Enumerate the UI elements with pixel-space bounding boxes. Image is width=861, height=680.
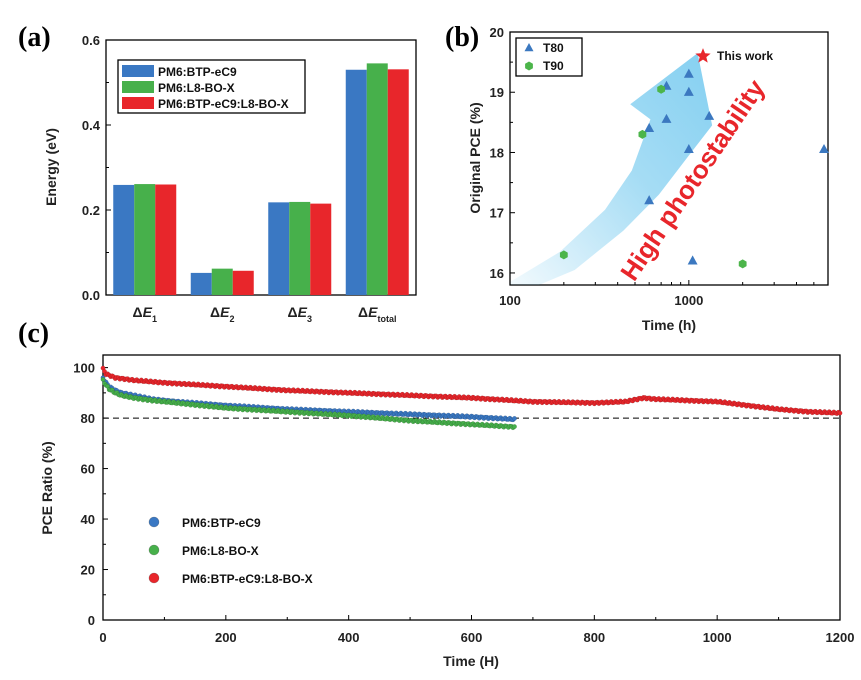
chart-b-x-tick-label: 100 bbox=[499, 293, 521, 308]
chart-c-x-tick-label: 400 bbox=[338, 630, 360, 645]
chart-c-point bbox=[512, 424, 517, 429]
this-work-label: This work bbox=[717, 49, 773, 63]
chart-a-legend-label: PM6:BTP-eC9 bbox=[158, 65, 237, 79]
chart-a-legend-label: PM6:L8-BO-X bbox=[158, 81, 235, 95]
chart-c-series bbox=[100, 377, 517, 431]
chart-b-point-t90 bbox=[638, 129, 647, 139]
chart-c-legend-label: PM6:BTP-eC9 bbox=[182, 516, 261, 530]
chart-b-legend-label: T90 bbox=[543, 59, 564, 73]
chart-a-bar bbox=[155, 184, 177, 295]
chart-c-legend: PM6:BTP-eC9 PM6:L8-BO-X PM6:BTP-eC9:L8-BO-… bbox=[148, 516, 313, 586]
chart-c-legend-marker bbox=[148, 544, 160, 556]
chart-c-x-tick-label: 1200 bbox=[826, 630, 855, 645]
chart-b-point-t80 bbox=[661, 113, 672, 123]
chart-b-point-t90 bbox=[738, 259, 747, 269]
chart-a-y-tick-label: 0.6 bbox=[82, 33, 100, 48]
chart-a-x-tick-label: ΔE1 bbox=[133, 304, 157, 324]
photostability-arrow-shape bbox=[510, 53, 713, 286]
chart-c-y-tick-label: 40 bbox=[81, 512, 95, 527]
chart-a-bar bbox=[134, 184, 156, 295]
chart-c-series bbox=[100, 365, 843, 417]
chart-a-bar bbox=[211, 268, 233, 295]
chart-c-x-tick-label: 1000 bbox=[703, 630, 732, 645]
chart-b-point-t80 bbox=[644, 122, 655, 132]
chart-c-y-axis-label: PCE Ratio (%) bbox=[39, 441, 55, 534]
chart-a-bar bbox=[190, 272, 212, 295]
chart-b-x-tick-label: 1000 bbox=[674, 293, 703, 308]
chart-c-y-tick-label: 100 bbox=[73, 361, 95, 376]
chart-a-legend: PM6:BTP-eC9 PM6:L8-BO-X PM6:BTP-eC9:L8-BO-… bbox=[117, 59, 306, 114]
chart-c-legend-label: PM6:BTP-eC9:L8-BO-X bbox=[182, 572, 313, 586]
chart-c-y-tick-label: 60 bbox=[81, 462, 95, 477]
chart-a-y-tick-label: 0.2 bbox=[82, 203, 100, 218]
chart-c-point bbox=[837, 410, 843, 416]
chart-c-legend-marker bbox=[148, 572, 160, 584]
chart-a-legend-swatch bbox=[122, 97, 154, 109]
chart-b-y-axis-label: Original PCE (%) bbox=[467, 102, 483, 213]
chart-c-x-tick-label: 600 bbox=[461, 630, 483, 645]
chart-c-y-tick-label: 0 bbox=[88, 613, 95, 628]
this-work-star bbox=[695, 48, 711, 63]
chart-b-y-tick-label: 20 bbox=[490, 25, 504, 40]
chart-b-point-t80 bbox=[683, 68, 694, 78]
chart-b-legend-label: T80 bbox=[543, 41, 564, 55]
chart-b-x-axis-label: Time (h) bbox=[642, 317, 696, 333]
chart-b-point-t80 bbox=[819, 143, 829, 154]
chart-c-y-tick-label: 80 bbox=[81, 411, 95, 426]
chart-a-y-axis-label: Energy (eV) bbox=[43, 128, 59, 206]
chart-a-x-tick-label: ΔE3 bbox=[288, 304, 312, 324]
chart-b-point-t90 bbox=[559, 250, 568, 260]
chart-c-x-tick-label: 0 bbox=[99, 630, 106, 645]
chart-c-x-tick-label: 200 bbox=[215, 630, 237, 645]
chart-a-y-tick-label: 0.4 bbox=[82, 118, 101, 133]
chart-a-x-tick-label: ΔEtotal bbox=[358, 304, 396, 324]
chart-b-y-tick-label: 16 bbox=[490, 266, 504, 281]
chart-c-legend-label: PM6:L8-BO-X bbox=[182, 544, 259, 558]
chart-a-bar bbox=[232, 270, 254, 295]
chart-a-bar bbox=[268, 202, 290, 295]
chart-b-point-t80 bbox=[704, 110, 715, 120]
chart-b-point-t80 bbox=[683, 86, 694, 96]
chart-b-point-t80 bbox=[687, 255, 698, 265]
chart-a-legend-swatch bbox=[122, 81, 154, 93]
chart-c-legend-marker bbox=[148, 516, 160, 528]
chart-c-y-tick-label: 20 bbox=[81, 563, 95, 578]
panel-label-c: (c) bbox=[18, 318, 49, 349]
chart-b-y-tick-label: 19 bbox=[490, 85, 504, 100]
chart-c-point bbox=[100, 377, 106, 382]
chart-b-point-t80 bbox=[644, 195, 655, 205]
chart-a-bar bbox=[366, 63, 388, 295]
chart-a: 0.0 0.2 0.4 0.6 ΔE1 ΔE2 ΔE3 ΔEtotal Energy (eV)… bbox=[43, 33, 417, 324]
chart-b-y-tick-label: 17 bbox=[490, 206, 504, 221]
chart-a-bar bbox=[113, 184, 135, 295]
panel-label-b: (b) bbox=[445, 22, 479, 53]
chart-c-x-axis-label: Time (H) bbox=[443, 653, 499, 669]
chart-a-bar bbox=[289, 201, 311, 295]
chart-c-x-tick-label: 800 bbox=[583, 630, 605, 645]
chart-b-frame bbox=[509, 31, 829, 286]
chart-b-point-t80 bbox=[683, 143, 694, 154]
chart-a-bar bbox=[387, 69, 409, 295]
chart-a-bar bbox=[345, 69, 367, 295]
chart-a-y-tick-label: 0.0 bbox=[82, 288, 100, 303]
chart-b-legend-marker-t90 bbox=[525, 61, 533, 71]
panel-label-a: (a) bbox=[18, 22, 51, 53]
chart-a-bar bbox=[310, 203, 332, 295]
chart-a-legend-swatch bbox=[122, 65, 154, 77]
chart-a-legend-label: PM6:BTP-eC9:L8-BO-X bbox=[158, 97, 289, 111]
chart-b-point-t90 bbox=[657, 84, 666, 94]
chart-a-x-tick-label: ΔE2 bbox=[210, 304, 234, 324]
chart-b-legend-marker-t80 bbox=[524, 43, 534, 52]
chart-b-y-tick-label: 18 bbox=[490, 145, 504, 160]
chart-c-point bbox=[512, 416, 517, 421]
